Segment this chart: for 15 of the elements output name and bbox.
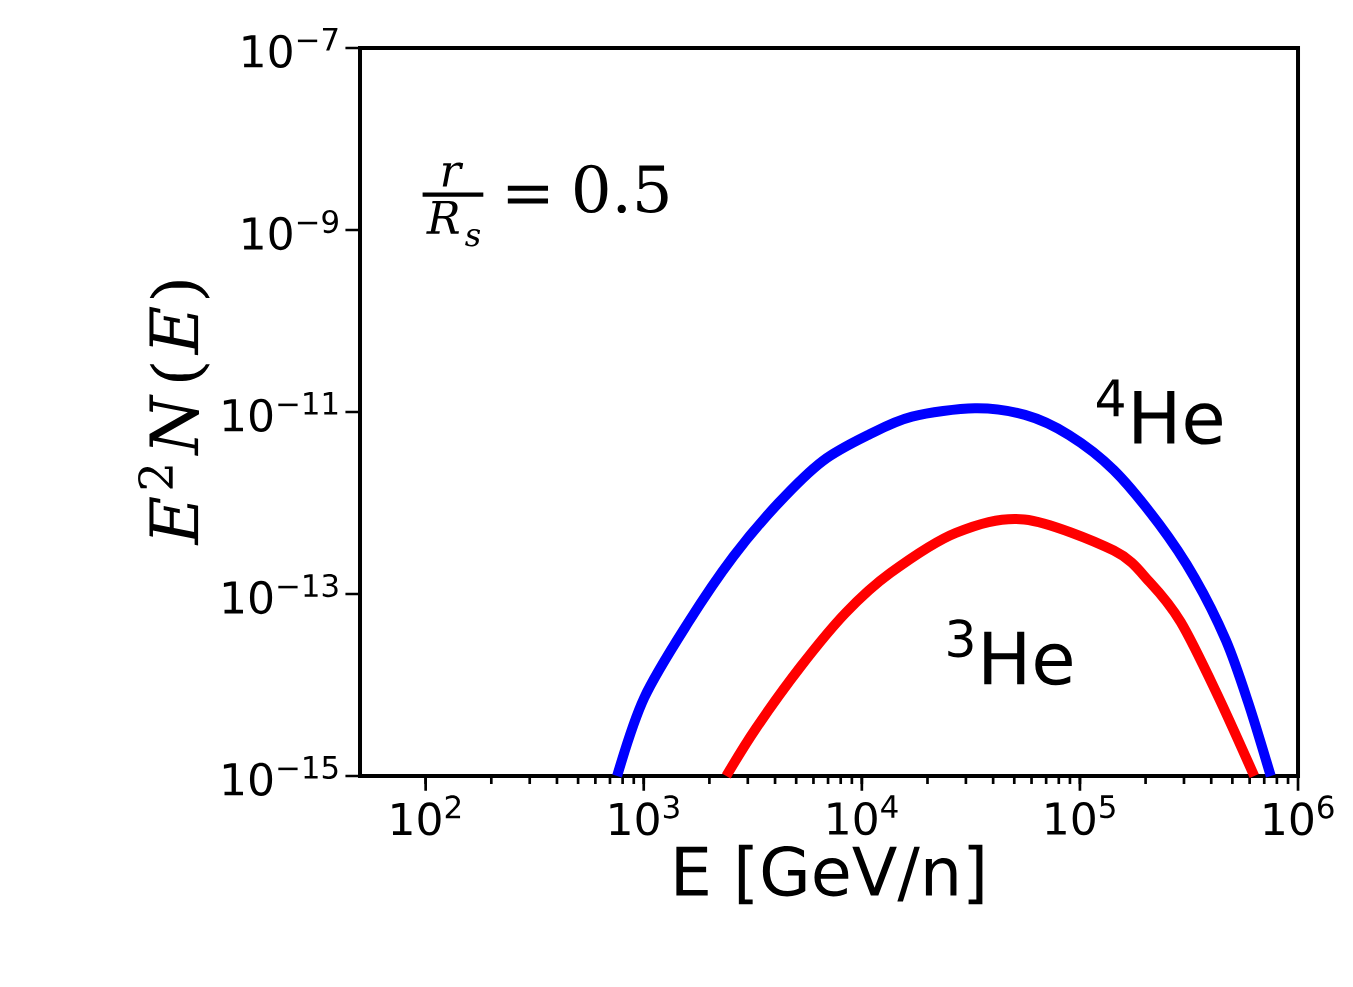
annotation: $^{4}$He xyxy=(1097,379,1222,445)
y-axis-title: $E^{2}N(E)$ xyxy=(138,281,210,546)
y-tick-label: 10$^{−11}$ xyxy=(223,392,338,432)
annotation: $^{3}$He xyxy=(948,619,1072,686)
x-tick-label: 10$^{4}$ xyxy=(828,795,898,836)
y-tick-label: 10$^{−7}$ xyxy=(243,28,338,68)
annotation: $\frac{r}{R_s} = 0.5$ xyxy=(422,162,668,247)
x-tick-label: 10$^{3}$ xyxy=(610,795,679,836)
x-tick-label: 10$^{5}$ xyxy=(1046,795,1115,836)
y-tick-label: 10$^{−13}$ xyxy=(223,573,338,615)
x-tick-label: 10$^{6}$ xyxy=(1264,795,1334,836)
x-axis-title: E [GeV/n] xyxy=(676,844,983,905)
x-tick-label: 10$^{2}$ xyxy=(392,795,461,836)
y-tick-label: 10$^{−9}$ xyxy=(243,209,338,251)
y-tick-label: 10$^{−15}$ xyxy=(223,756,338,796)
